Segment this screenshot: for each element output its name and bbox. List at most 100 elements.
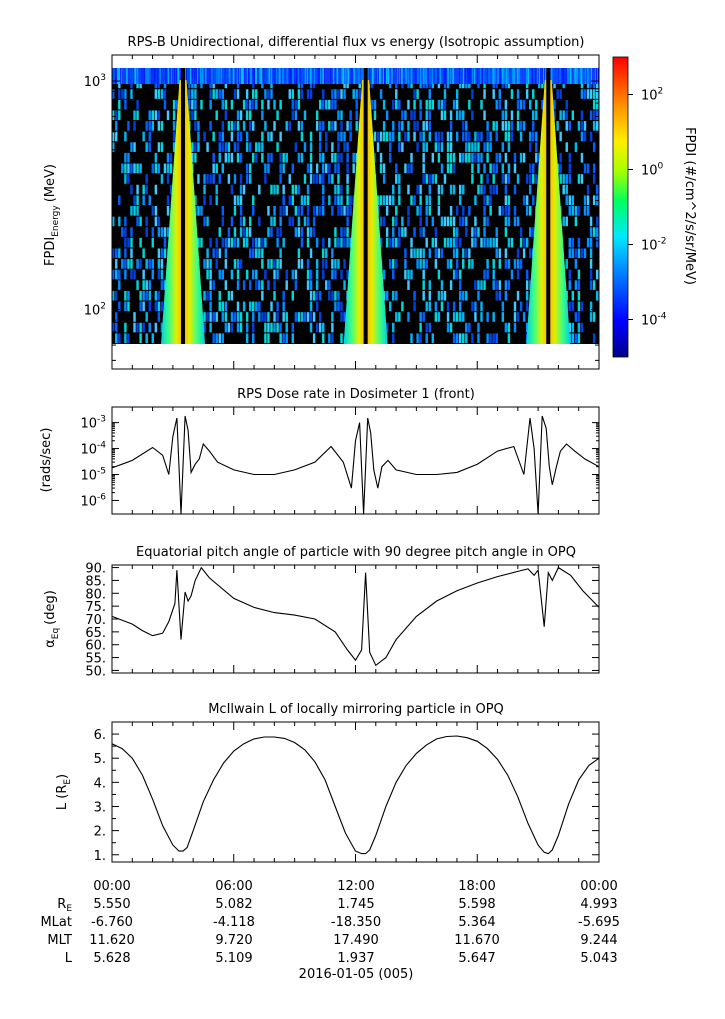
spectrogram-cell: [300, 152, 304, 163]
spectrogram-cell: [303, 174, 307, 184]
spectrogram-cell: [115, 248, 118, 259]
spectrogram-cell: [268, 68, 270, 84]
flux-gap: [546, 68, 551, 344]
spectrogram-cell: [357, 68, 359, 84]
spectrogram-cell: [486, 131, 489, 142]
spectrogram-cell: [279, 259, 282, 269]
spectrogram-cell: [404, 248, 407, 259]
spectrogram-cell: [215, 89, 218, 99]
spectrogram-cell: [568, 301, 571, 312]
spectrogram-cell: [113, 68, 115, 84]
ephemeris-row-l: 5.628 5.109 1.937 5.647 5.043: [93, 951, 617, 966]
spectrogram-cell: [522, 68, 525, 84]
spectrogram-cell: [126, 68, 128, 84]
spectrogram-cell: [444, 68, 446, 84]
spectrogram-cell: [273, 206, 276, 216]
spectrogram-cell: [275, 68, 277, 84]
spectrogram-cell: [501, 142, 505, 152]
spectrogram-cell: [571, 290, 575, 301]
spectrogram-cell: [239, 216, 243, 227]
spectrogram-cell: [294, 142, 298, 152]
spectrogram-cell: [334, 301, 337, 312]
spectrogram-cell: [157, 163, 161, 174]
spectrogram-cell: [294, 184, 298, 195]
spectrogram-cell: [555, 68, 557, 84]
spectrogram-cell: [431, 216, 435, 227]
spectrogram-cell: [194, 152, 197, 163]
spectrogram-cell: [215, 68, 217, 84]
spectrogram-cell: [374, 68, 376, 84]
spectrogram-cell: [532, 227, 535, 237]
spectrogram-cell: [361, 68, 363, 84]
spectrogram-cell: [516, 248, 520, 259]
spectrogram-cell: [120, 68, 122, 84]
spectrogram-cell: [580, 152, 584, 163]
spectrogram-cell: [210, 68, 212, 84]
spectrogram-cell: [492, 312, 495, 322]
spectrogram-cell: [338, 68, 340, 84]
spectrogram-cell: [334, 269, 337, 280]
spectrogram-cell: [432, 68, 434, 84]
spectrogram-cell: [173, 68, 176, 84]
spectrogram-cell: [315, 174, 319, 184]
spectrogram-cell: [282, 163, 285, 174]
spectrogram-cell: [449, 259, 453, 269]
spectrogram-cell: [411, 68, 413, 84]
spectrogram-cell: [130, 163, 133, 174]
spectrogram-cell: [498, 206, 501, 216]
spectrogram-cell: [157, 259, 161, 269]
spectrogram-cell: [445, 68, 447, 84]
spectrogram-cell: [580, 322, 584, 333]
spectrogram-cell: [118, 195, 121, 205]
spectrogram-cell: [537, 68, 539, 84]
spectrogram-cell: [337, 206, 340, 216]
spectrogram-cell: [206, 259, 209, 269]
spectrogram-cell: [395, 259, 398, 269]
spectrogram-cell: [434, 227, 438, 237]
spectrogram-cell: [408, 68, 410, 84]
spectrogram-cell: [124, 301, 127, 312]
spectrogram-cell: [166, 110, 170, 121]
spectrogram-cell: [397, 68, 399, 84]
spectrogram-cell: [233, 89, 237, 99]
spectrogram-cell: [392, 290, 395, 301]
spectrogram-cell: [270, 216, 273, 227]
spectrogram-cell: [279, 68, 281, 84]
spectrogram-cell: [194, 99, 197, 110]
spectrogram-cell: [221, 68, 223, 84]
spectrogram-cell: [492, 174, 495, 184]
spectrogram-cell: [484, 68, 486, 84]
spectrogram-cell: [322, 163, 325, 174]
ephemeris-row-mlt: 11.620 9.720 17.490 11.670 9.244: [89, 933, 617, 948]
spectrogram-cell: [233, 259, 237, 269]
spectrogram-cell: [309, 269, 313, 280]
spectrogram-cell: [383, 68, 386, 84]
spectrogram-cell: [148, 322, 151, 333]
spectrogram-cell: [157, 312, 161, 322]
spectrogram-cell: [504, 99, 508, 110]
spectrogram-cell: [346, 206, 349, 216]
spectrogram-cell: [148, 301, 151, 312]
spectrogram-cell: [151, 121, 155, 131]
spectrogram-cell: [212, 280, 215, 290]
spectrogram-cell: [151, 259, 155, 269]
spectrogram-cell: [340, 121, 343, 131]
spectrogram-cell: [276, 322, 279, 333]
spectrogram-cell: [441, 68, 443, 84]
spectrogram-cell: [544, 68, 546, 84]
spectrogram-cell: [577, 290, 581, 301]
spectrogram-cell: [215, 195, 218, 205]
spectrogram-cell: [471, 152, 474, 163]
spectrogram-cell: [318, 68, 321, 84]
spectrogram-cell: [306, 195, 310, 205]
spectrogram-cell: [331, 312, 334, 322]
spectrogram-cell: [258, 142, 261, 152]
spectrogram-cell: [118, 89, 121, 99]
spectrogram-cell: [160, 269, 164, 280]
spectrogram-cell: [297, 68, 299, 84]
spectrogram-cell: [522, 312, 526, 322]
spectrogram-cell: [282, 312, 285, 322]
spectrogram-cell: [495, 290, 498, 301]
spectrogram-cell: [446, 131, 450, 142]
spectrogram-cell: [124, 259, 127, 269]
